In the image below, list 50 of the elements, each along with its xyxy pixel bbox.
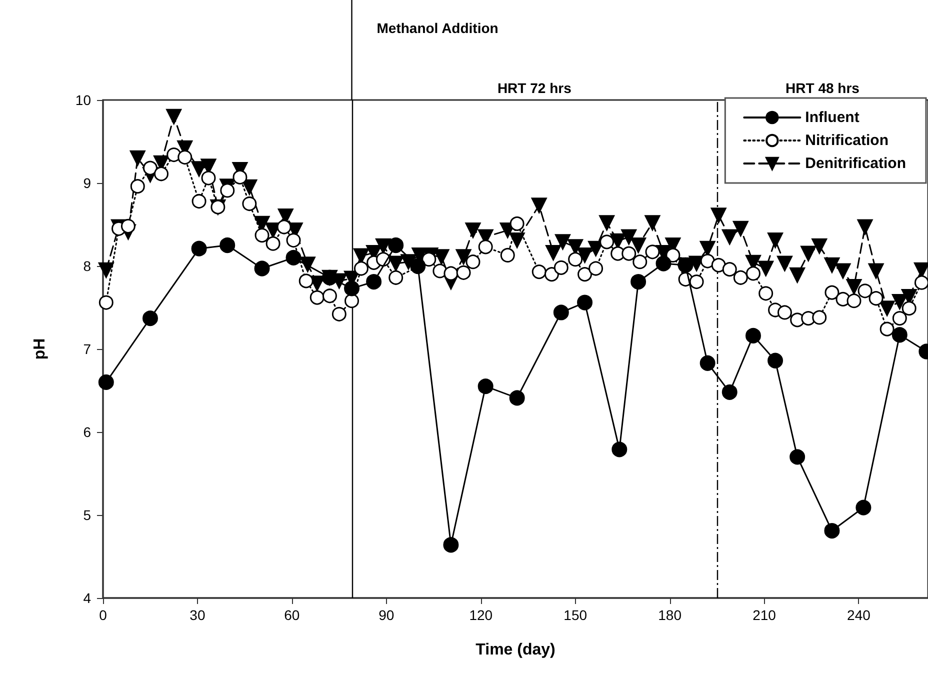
point (142, 310, 158, 326)
text: Methanol Addition (376, 20, 498, 36)
y-tick-label: 10 (75, 92, 92, 108)
point (478, 378, 494, 394)
y-axis-title: pH (32, 338, 48, 360)
y-tick-label: 9 (83, 175, 92, 191)
point (254, 260, 270, 276)
point (98, 374, 114, 390)
point (656, 256, 672, 272)
x-tick-label: 210 (752, 607, 776, 623)
x-tick-label: 120 (469, 607, 493, 623)
y-tick-label: 7 (83, 341, 92, 357)
point (824, 523, 840, 539)
y-tick-label: 5 (83, 507, 92, 523)
point (768, 352, 784, 368)
point (630, 274, 646, 290)
y-tick-label: 6 (83, 424, 92, 440)
y-tick-label: 4 (83, 590, 92, 606)
point (700, 355, 716, 371)
x-tick-label: 90 (378, 607, 394, 623)
point (577, 294, 593, 310)
point (856, 500, 872, 516)
point (790, 449, 806, 465)
point (286, 250, 302, 266)
point (509, 390, 525, 406)
y-tick-label: 8 (83, 258, 92, 274)
point (322, 270, 338, 286)
x-tick-label: 0 (99, 607, 108, 623)
legend-label: Denitrification (805, 155, 906, 172)
point (191, 240, 207, 256)
point (366, 274, 382, 290)
x-tick-label: 60 (284, 607, 300, 623)
text: HRT 48 hrs (786, 80, 860, 96)
point (722, 384, 738, 400)
point (553, 304, 569, 320)
point (612, 442, 628, 458)
legend-label: Nitrification (805, 132, 889, 149)
x-tick-label: 150 (564, 607, 588, 623)
legend-label: Influent (805, 109, 860, 126)
point (746, 328, 761, 344)
x-axis-title: Time (day) (476, 642, 556, 658)
point (220, 238, 236, 253)
point (892, 327, 908, 343)
x-tick-label: 240 (847, 607, 871, 623)
x-tick-label: 30 (190, 607, 206, 623)
point (443, 537, 459, 553)
point (344, 280, 360, 296)
x-tick-label: 180 (658, 607, 682, 623)
text: HRT 72 hrs (497, 80, 572, 96)
point (388, 238, 404, 253)
